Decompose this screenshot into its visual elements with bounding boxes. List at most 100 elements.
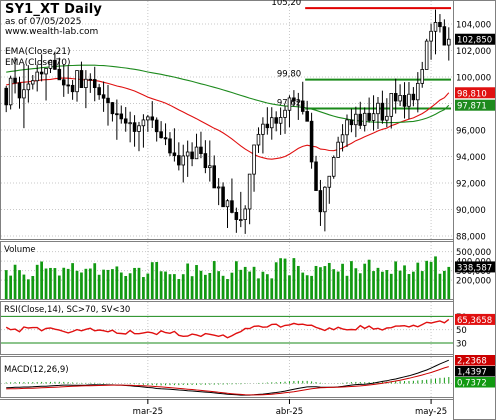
candle-body: [252, 144, 256, 175]
volume-bar: [336, 271, 340, 299]
macd-last-value: 2,2368: [457, 357, 487, 367]
as-of-date: as of 07/05/2025: [5, 17, 82, 27]
volume-bar: [234, 261, 238, 299]
level-label: 105,20: [271, 0, 301, 8]
volume-bar: [265, 274, 269, 299]
candle-body: [8, 77, 13, 106]
volume-bar: [203, 274, 207, 299]
candle-body: [128, 122, 132, 125]
volume-bar: [327, 262, 331, 299]
candle-body: [256, 133, 261, 146]
volume-bar: [226, 279, 229, 299]
candle-body: [185, 151, 190, 157]
volume-bar: [84, 268, 88, 299]
volume-bar: [398, 270, 402, 299]
candle-body: [22, 89, 26, 99]
candle-body: [75, 70, 79, 93]
volume-bar: [57, 275, 61, 299]
candle-body: [26, 83, 31, 91]
volume-tick-label: 200,000: [456, 277, 491, 287]
volume-bar: [181, 274, 185, 299]
volume-bar: [124, 276, 128, 299]
volume-bar: [323, 266, 327, 299]
volume-bar: [97, 274, 101, 299]
price-tick-label: 90,000: [456, 206, 486, 216]
ema70-line: [6, 64, 450, 124]
volume-bar: [221, 275, 225, 299]
volume-bar: [363, 263, 367, 299]
volume-bar: [438, 273, 442, 299]
candle-body: [411, 93, 416, 101]
macd-line: [6, 359, 449, 396]
candle-body: [106, 97, 110, 103]
candle-body: [39, 71, 44, 75]
candle-body: [292, 97, 296, 102]
volume-bar: [115, 266, 119, 299]
volume-bar: [4, 270, 8, 299]
candle-body: [88, 78, 93, 81]
candle-body: [327, 175, 332, 188]
candle-body: [53, 59, 57, 70]
candle-body: [4, 87, 8, 106]
candle-body: [92, 79, 97, 89]
candle-body: [79, 70, 84, 89]
candle-body: [101, 94, 106, 99]
volume-bar: [119, 272, 123, 299]
volume-last-value-box: [455, 261, 495, 273]
volume-bar: [434, 256, 437, 299]
volume-bar: [66, 268, 70, 299]
volume-bar: [385, 270, 389, 299]
volume-bar: [319, 267, 322, 299]
pane-frame-3: [0, 356, 454, 398]
volume-bar: [447, 266, 451, 299]
candle-body: [305, 111, 309, 122]
candle-body: [44, 67, 48, 75]
rsi-last-value: 65,3658: [457, 316, 492, 326]
candle-body: [345, 119, 349, 136]
volume-bar: [212, 261, 216, 299]
volume-bar: [177, 279, 181, 299]
candle-body: [283, 109, 287, 118]
axis-panel: [453, 0, 496, 420]
candle-body: [402, 95, 407, 107]
candle-body: [336, 141, 340, 158]
candle-body: [247, 173, 252, 210]
volume-bar: [252, 266, 256, 299]
ema21-label: EMA(Close,21): [5, 47, 71, 57]
candle-body: [442, 26, 447, 46]
volume-bar: [394, 261, 398, 299]
volume-bar: [190, 276, 194, 299]
volume-bar: [146, 273, 150, 299]
candle-body: [358, 113, 363, 126]
macd-last-value: 0,7372: [457, 379, 487, 389]
date-tick-label: mar-25: [133, 407, 163, 417]
volume-bar: [62, 267, 66, 299]
volume-bar: [376, 267, 380, 299]
price-last-value: 97,871: [457, 102, 487, 112]
volume-bar: [159, 271, 163, 299]
volume-bar: [261, 271, 265, 299]
candle-body: [309, 120, 314, 163]
volume-bar: [128, 273, 132, 299]
volume-bar: [44, 268, 48, 299]
date-tick-label: may-25: [415, 407, 447, 417]
candle-body: [354, 113, 358, 126]
price-last-value-box: [455, 33, 495, 45]
price-tick-label: 96,000: [456, 127, 486, 137]
candle-body: [230, 200, 234, 213]
volume-bar: [341, 263, 344, 299]
volume-bar: [292, 258, 296, 299]
volume-bar: [208, 272, 212, 299]
volume-bar: [372, 271, 375, 299]
volume-tick-label: 500,000: [456, 248, 491, 258]
price-tick-label: 100,000: [456, 74, 491, 84]
candle-body: [13, 77, 17, 84]
candle-body: [261, 123, 265, 135]
price-tick-label: 94,000: [456, 153, 486, 163]
volume-bar: [257, 278, 260, 299]
candle-body: [349, 119, 354, 126]
volume-bar: [403, 265, 406, 299]
candle-body: [119, 113, 124, 120]
candle-body: [70, 84, 75, 93]
